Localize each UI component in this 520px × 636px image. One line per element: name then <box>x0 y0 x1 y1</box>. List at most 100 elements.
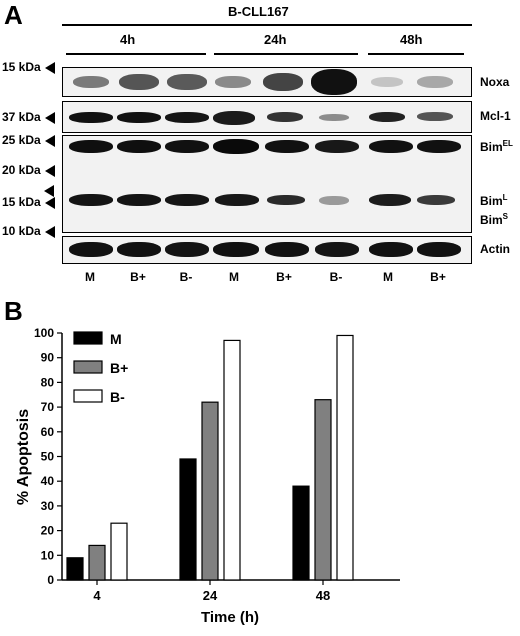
bim-s-label: BimS <box>480 212 509 227</box>
actin-label: Actin <box>480 242 510 256</box>
y-tick-label: 40 <box>41 474 55 488</box>
mcl1-band <box>69 112 113 123</box>
actin-band <box>315 242 359 257</box>
bim-l-band <box>369 194 411 206</box>
noxa-band <box>119 74 159 90</box>
bim-l-band <box>215 194 259 206</box>
bar-bplus <box>201 401 219 581</box>
bar-bplus <box>88 544 106 581</box>
y-tick-label: 30 <box>41 499 55 513</box>
lane-label: B+ <box>276 270 292 284</box>
mcl1-band <box>267 112 303 122</box>
noxa-band <box>167 74 207 90</box>
bar-m <box>179 458 197 581</box>
y-tick-label: 20 <box>41 524 55 538</box>
lane-label: B+ <box>430 270 446 284</box>
timepoint-48h: 48h <box>400 32 423 47</box>
mcl1-band <box>213 111 255 125</box>
actin-band <box>213 242 259 257</box>
noxa-band <box>73 76 109 88</box>
chart-legend: M B+ B- <box>73 331 128 405</box>
bar-bminus <box>110 522 128 581</box>
timepoint-4h: 4h <box>120 32 136 47</box>
y-tick-label: 70 <box>41 400 55 414</box>
lane-label: B+ <box>130 270 146 284</box>
actin-band <box>265 242 309 257</box>
actin-band <box>165 242 209 257</box>
bim-el-band <box>265 140 309 153</box>
bim-l-band <box>267 195 305 205</box>
bim-l-band <box>69 194 113 206</box>
mcl1-band <box>319 114 349 121</box>
y-tick-label: 100 <box>34 326 54 340</box>
noxa-band <box>263 73 303 91</box>
lane-label: M <box>229 270 239 284</box>
marker-10kda: 10 kDa <box>2 224 55 238</box>
marker-15kda-top: 15 kDa <box>2 60 55 74</box>
timepoint-24h: 24h <box>264 32 287 47</box>
legend-label: B- <box>110 389 125 405</box>
legend-label: B+ <box>110 360 128 376</box>
marker-37kda: 37 kDa <box>2 110 55 124</box>
marker-25kda: 25 kDa <box>2 133 55 147</box>
group-line-4h <box>66 53 206 55</box>
actin-band <box>369 242 413 257</box>
noxa-band <box>417 76 453 88</box>
y-axis-label: % Apoptosis <box>15 409 32 505</box>
bar-bminus <box>336 334 354 581</box>
y-tick-label: 50 <box>41 450 55 464</box>
legend-label: M <box>110 331 122 347</box>
group-line-24h <box>214 53 358 55</box>
mcl1-band <box>117 112 161 123</box>
bim-el-band <box>69 140 113 153</box>
bim-el-label: BimEL <box>480 139 513 154</box>
bim-l-label: BimL <box>480 193 508 208</box>
mcl1-label: Mcl-1 <box>480 109 511 123</box>
bim-el-band <box>117 140 161 153</box>
legend-swatch <box>73 360 103 374</box>
noxa-label: Noxa <box>480 75 510 89</box>
bim-l-band <box>417 195 455 205</box>
x-tick-label: 24 <box>203 588 218 603</box>
bim-blot <box>62 135 472 233</box>
actin-band <box>417 242 461 257</box>
y-tick-label: 80 <box>41 375 55 389</box>
bar-m <box>292 485 310 581</box>
marker-arrow-unlabeled <box>44 185 54 197</box>
marker-20kda: 20 kDa <box>2 163 55 177</box>
panel-a-letter: A <box>4 0 23 30</box>
bim-el-band <box>315 140 359 153</box>
noxa-band <box>215 76 251 88</box>
legend-swatch <box>73 331 103 345</box>
bim-el-band <box>165 140 209 153</box>
apoptosis-bar-chart: 0 10 20 30 40 50 60 70 80 90 100 4 24 48 M B+ B- % Apop… <box>15 326 400 626</box>
mcl1-blot <box>62 101 472 133</box>
lane-label: M <box>85 270 95 284</box>
y-tick-label: 0 <box>47 573 54 587</box>
actin-band <box>69 242 113 257</box>
y-tick-label: 10 <box>41 548 55 562</box>
mcl1-band <box>165 112 209 123</box>
x-tick-label: 48 <box>316 588 330 603</box>
y-tick-label: 60 <box>41 425 55 439</box>
bim-el-band <box>369 140 413 153</box>
bim-el-band <box>213 139 259 154</box>
actin-band <box>117 242 161 257</box>
noxa-band <box>311 69 357 95</box>
x-axis-label: Time (h) <box>201 609 259 626</box>
chart-axes: 0 10 20 30 40 50 60 70 80 90 100 4 24 48 <box>34 326 400 603</box>
noxa-band <box>371 77 403 87</box>
bar-bplus <box>314 399 332 581</box>
bim-l-band <box>165 194 209 206</box>
lane-label: B- <box>329 270 343 284</box>
bim-l-band <box>319 196 349 205</box>
group-line-48h <box>368 53 464 55</box>
lane-label: B- <box>179 270 193 284</box>
y-tick-label: 90 <box>41 351 55 365</box>
bar-m <box>66 557 84 581</box>
mcl1-band <box>369 112 405 122</box>
bim-l-band <box>117 194 161 206</box>
legend-swatch <box>73 389 103 403</box>
bim-el-band <box>417 140 461 153</box>
mcl1-band <box>417 112 453 121</box>
